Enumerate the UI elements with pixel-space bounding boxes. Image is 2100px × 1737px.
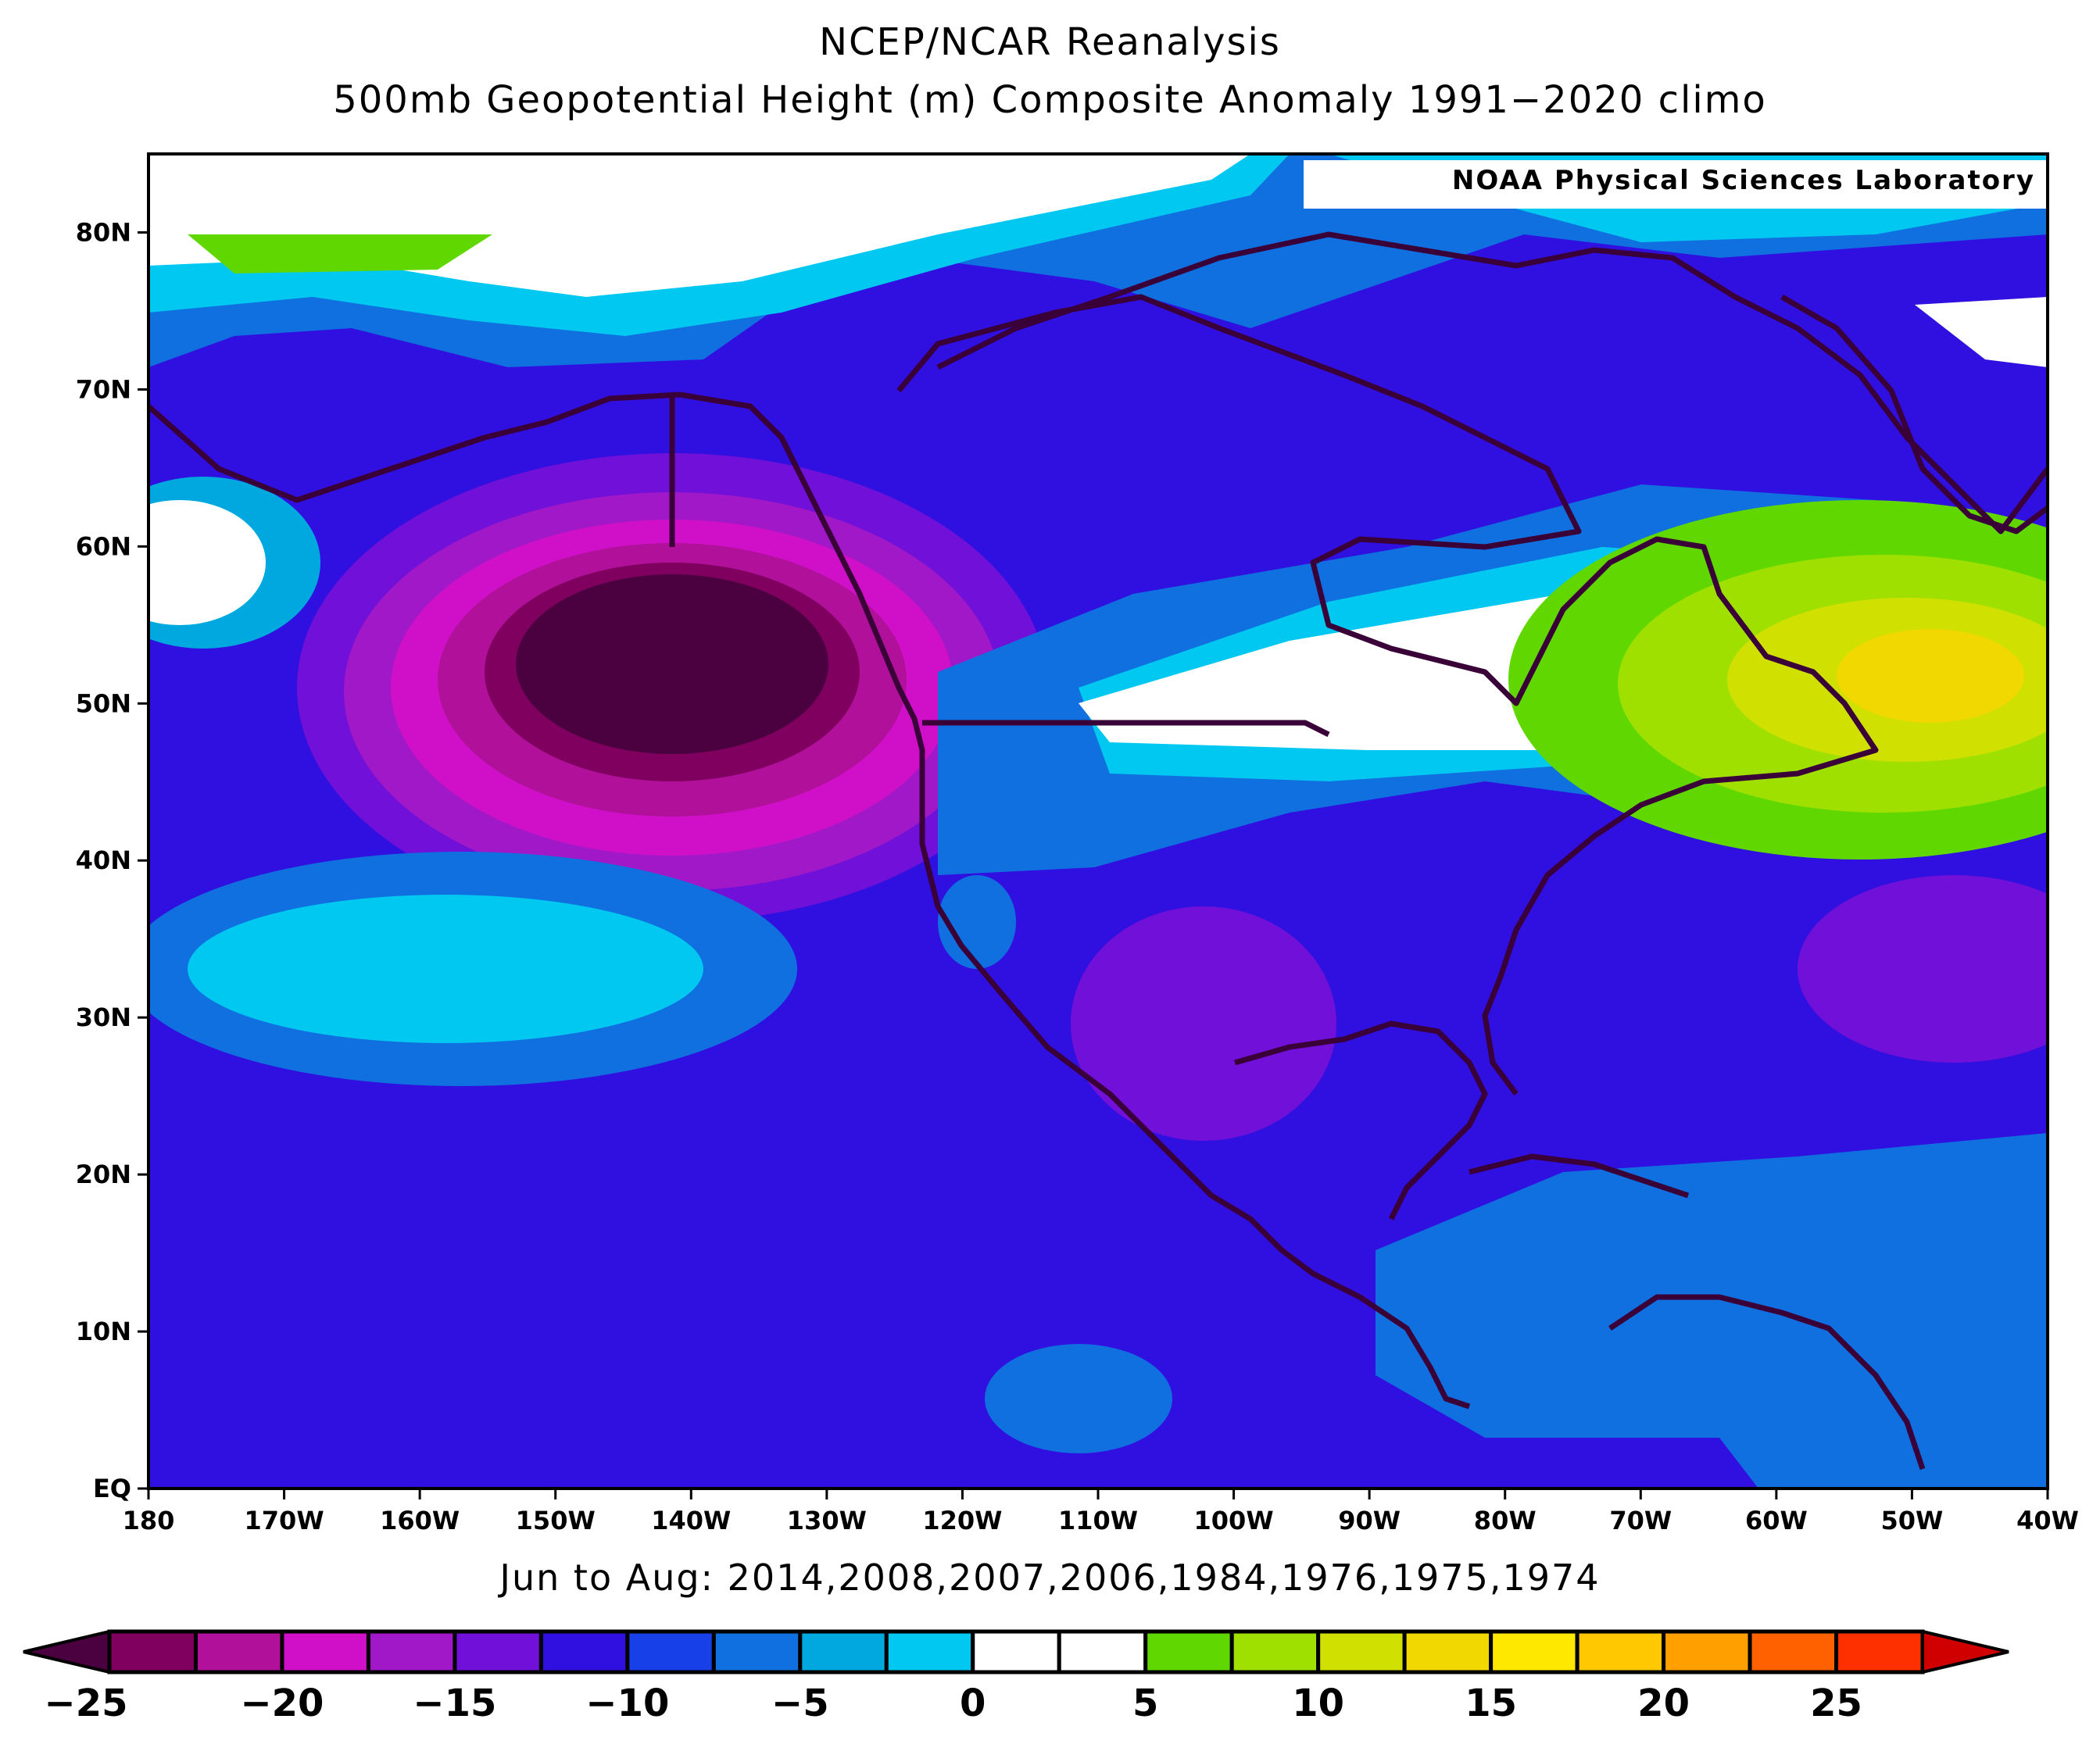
colorbar-cell bbox=[971, 1629, 1061, 1674]
lon-tick-label: 90W bbox=[1338, 1506, 1401, 1535]
gulf-of-mexico-coast bbox=[1234, 1020, 1488, 1221]
field-patch bbox=[188, 895, 703, 1043]
lon-tick-label: 50W bbox=[1881, 1506, 1944, 1535]
colorbar-cell bbox=[711, 1629, 803, 1674]
colorbar-cell bbox=[1402, 1629, 1494, 1674]
pacific-coast bbox=[148, 391, 1471, 1410]
lon-tick-label: 80W bbox=[1474, 1506, 1537, 1535]
colorbar-cell bbox=[538, 1629, 630, 1674]
lon-tick-label: 130W bbox=[787, 1506, 867, 1535]
colorbar-cell bbox=[1316, 1629, 1407, 1674]
colorbar-cell bbox=[107, 1629, 198, 1674]
anomaly-field bbox=[148, 154, 2048, 1489]
lon-tick-label: 70W bbox=[1609, 1506, 1672, 1535]
lat-tick-label: 30N bbox=[76, 1003, 131, 1032]
colorbar-cells bbox=[23, 1629, 2009, 1674]
colorbar-cell bbox=[1575, 1629, 1666, 1674]
high-center bbox=[1837, 629, 2024, 723]
field-patch bbox=[1798, 875, 2048, 1063]
lat-tick-label: 80N bbox=[76, 217, 131, 247]
colorbar-label: 5 bbox=[1132, 1682, 1158, 1725]
field-patch bbox=[938, 875, 1016, 969]
lon-tick-label: 100W bbox=[1194, 1506, 1274, 1535]
colorbar-label: 10 bbox=[1292, 1682, 1344, 1725]
colorbar-cell bbox=[1489, 1629, 1579, 1674]
lon-tick-label: 180 bbox=[123, 1506, 175, 1535]
colorbar-cell bbox=[453, 1629, 543, 1674]
colorbar-label: 25 bbox=[1810, 1682, 1862, 1725]
field-patch bbox=[985, 1344, 1172, 1453]
credit-label: NOAA Physical Sciences Laboratory bbox=[1304, 160, 2046, 209]
lon-tick-label: 170W bbox=[245, 1506, 324, 1535]
south-america-coast bbox=[1608, 1294, 1926, 1471]
colorbar-label: 20 bbox=[1637, 1682, 1690, 1725]
colorbar-label: −25 bbox=[44, 1682, 127, 1725]
map-title: NCEP/NCAR Reanalysis bbox=[819, 20, 1281, 64]
lat-tick-label: 40N bbox=[76, 845, 131, 875]
colorbar-cell bbox=[1834, 1629, 1925, 1674]
colorbar-cell bbox=[1229, 1629, 1321, 1674]
lon-tick-label: 150W bbox=[516, 1506, 596, 1535]
colorbar-cell bbox=[1748, 1629, 1839, 1674]
colorbar-cell bbox=[1143, 1629, 1234, 1674]
colorbar-max-arrow bbox=[1921, 1629, 2009, 1674]
cuba-outline bbox=[1469, 1153, 1690, 1199]
colorbar-label: −10 bbox=[585, 1682, 669, 1725]
map-subtitle: 500mb Geopotential Height (m) Composite … bbox=[333, 78, 1767, 122]
greenland-coast bbox=[1780, 294, 2048, 534]
lat-tick-label: 50N bbox=[76, 688, 131, 718]
field-patch bbox=[1071, 906, 1336, 1141]
lon-tick-label: 160W bbox=[380, 1506, 460, 1535]
lat-tick-label: EQ bbox=[93, 1474, 131, 1503]
colorbar-label: −5 bbox=[771, 1682, 829, 1725]
lat-tick-label: 60N bbox=[76, 531, 131, 561]
lat-tick-label: 20N bbox=[76, 1160, 131, 1189]
lon-tick-label: 140W bbox=[651, 1506, 731, 1535]
lon-tick-label: 120W bbox=[922, 1506, 1002, 1535]
latitude-axis: EQ 10N 20N 30N 40N 50N 60N 70N 80N bbox=[76, 217, 148, 1503]
longitude-axis: 180 170W 160W 150W 140W 130W 120W 110W 100W 90W 80… bbox=[123, 1489, 2079, 1535]
colorbar-label: −15 bbox=[413, 1682, 496, 1725]
colorbar-cell bbox=[1057, 1629, 1148, 1674]
lon-tick-label: 60W bbox=[1745, 1506, 1808, 1535]
coastlines bbox=[148, 231, 2048, 1471]
north-america-east-coast bbox=[896, 294, 1879, 1096]
lat-tick-label: 10N bbox=[76, 1317, 131, 1346]
arctic-archipelago bbox=[936, 231, 2048, 534]
lon-tick-label: 110W bbox=[1058, 1506, 1138, 1535]
colorbar-label: 0 bbox=[960, 1682, 986, 1725]
low-center bbox=[516, 574, 828, 754]
field-patch bbox=[148, 500, 266, 625]
colorbar-cell bbox=[884, 1629, 975, 1674]
colorbar-cell bbox=[280, 1629, 370, 1674]
lon-tick-label: 40W bbox=[2016, 1506, 2079, 1535]
colorbar-labels: −25 −20 −15 −10 −5 0 5 10 15 20 25 bbox=[44, 1682, 1862, 1725]
composite-period: Jun to Aug: 2014,2008,2007,2006,1984,197… bbox=[499, 1557, 1601, 1599]
colorbar-cell bbox=[366, 1629, 457, 1674]
colorbar-label: −20 bbox=[240, 1682, 324, 1725]
colorbar-cell bbox=[193, 1629, 284, 1674]
lat-tick-label: 70N bbox=[76, 374, 131, 404]
field-high-patch bbox=[188, 234, 492, 273]
colorbar-label: 15 bbox=[1465, 1682, 1517, 1725]
field-band bbox=[1915, 297, 2048, 367]
field-band bbox=[1376, 1133, 2048, 1489]
colorbar-cell bbox=[625, 1629, 716, 1674]
us-canada-border bbox=[922, 720, 1330, 738]
colorbar-min-arrow bbox=[23, 1629, 111, 1674]
colorbar-cell bbox=[1662, 1629, 1752, 1674]
colorbar-cell bbox=[798, 1629, 889, 1674]
